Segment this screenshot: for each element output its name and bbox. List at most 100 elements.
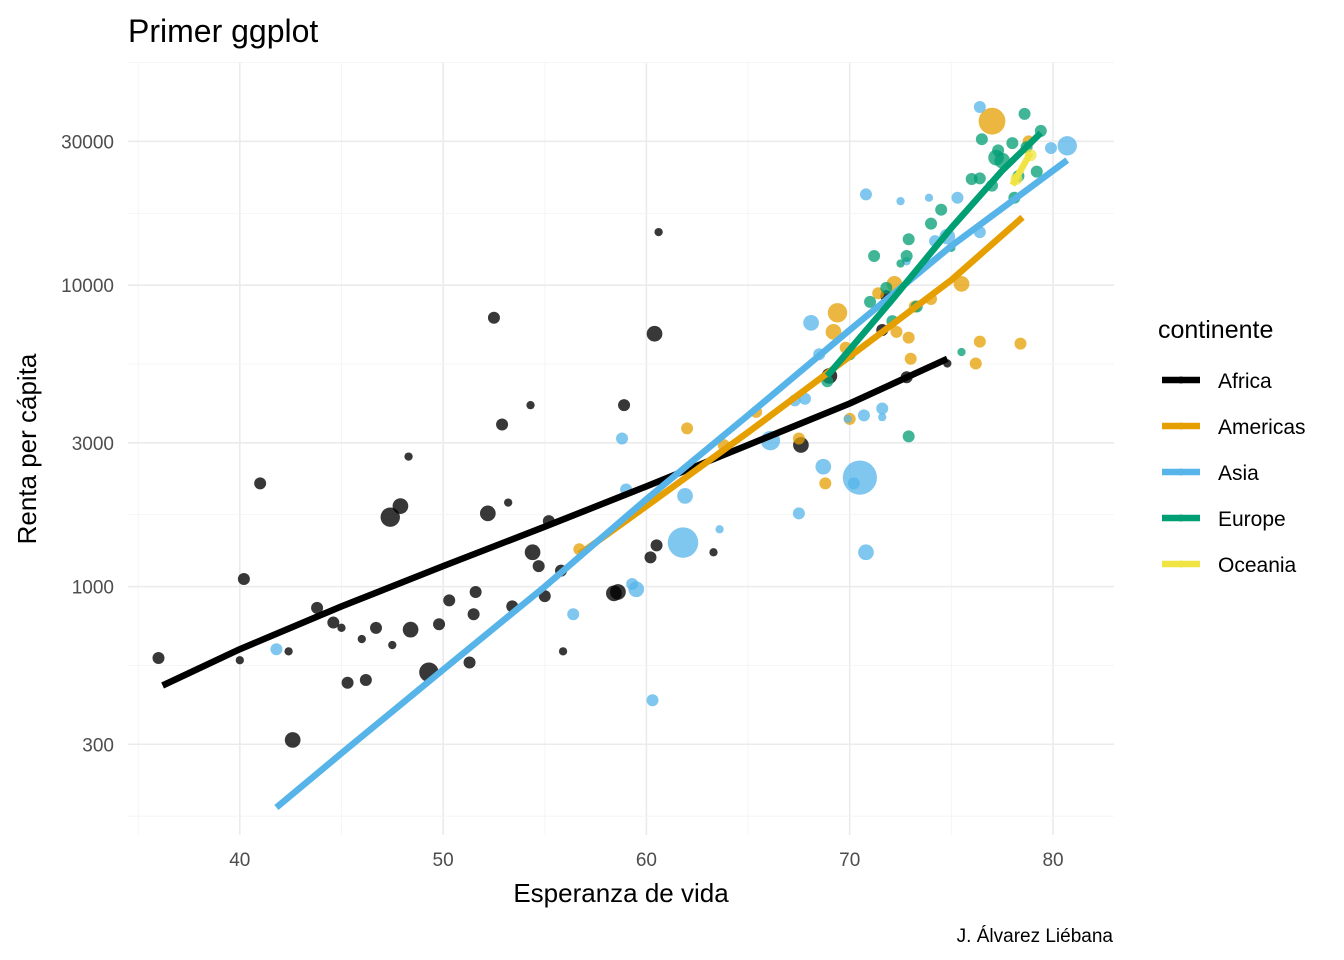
data-point-africa <box>504 498 513 507</box>
legend-label-americas: Americas <box>1218 416 1306 439</box>
x-tick-label: 40 <box>229 850 250 871</box>
trend-lines <box>161 130 1070 810</box>
y-tick-label: 1000 <box>72 578 114 599</box>
data-point-africa <box>341 676 354 689</box>
data-point-africa <box>654 227 663 237</box>
y-tick-label: 10000 <box>61 276 114 297</box>
data-point-americas <box>819 477 832 490</box>
legend-title: continente <box>1158 316 1273 344</box>
legend-key-point <box>1177 468 1185 476</box>
data-point-africa <box>650 539 663 552</box>
data-point-africa <box>469 585 482 598</box>
data-point-asia <box>616 432 629 445</box>
data-point-asia <box>270 643 283 656</box>
data-point-americas <box>792 432 805 445</box>
data-point-africa <box>404 452 413 461</box>
data-point-americas <box>969 357 982 370</box>
data-point-africa <box>380 507 400 527</box>
data-point-asia <box>858 544 874 561</box>
data-point-europe <box>900 249 913 262</box>
data-point-africa <box>467 608 480 621</box>
data-point-asia <box>646 694 659 707</box>
data-point-africa <box>646 325 663 342</box>
data-point-africa <box>284 732 301 748</box>
data-point-europe <box>957 347 966 357</box>
data-point-africa <box>254 477 267 490</box>
data-point-africa <box>357 634 366 644</box>
data-point-africa <box>235 656 244 665</box>
y-tick-label: 30000 <box>61 132 114 153</box>
data-point-asia <box>924 193 934 202</box>
data-point-africa <box>433 618 446 631</box>
data-point-asia <box>843 414 852 424</box>
trend-line-africa <box>161 355 949 689</box>
chart-title: Primer ggplot <box>128 13 318 49</box>
data-point-asia <box>951 191 964 204</box>
data-point-americas <box>825 324 842 340</box>
data-point-africa <box>610 584 626 600</box>
chart-caption: J. Álvarez Liébana <box>957 926 1114 947</box>
y-tick-label: 300 <box>82 735 114 756</box>
data-point-africa <box>644 551 657 564</box>
data-point-europe <box>975 133 988 146</box>
data-point-africa <box>392 498 409 514</box>
data-point-asia <box>667 527 699 558</box>
x-tick-label: 70 <box>839 850 860 871</box>
data-point-africa <box>709 548 718 557</box>
data-point-europe <box>880 281 893 294</box>
y-axis-ticks: 300 1000 3000 10000 30000 <box>61 132 114 756</box>
data-point-africa <box>487 311 500 324</box>
data-point-asia <box>876 402 889 415</box>
legend-key-point <box>1177 376 1185 384</box>
data-point-africa <box>524 544 541 561</box>
data-point-africa <box>463 656 476 669</box>
x-axis-ticks: 40 50 60 70 80 <box>229 850 1063 871</box>
data-point-europe <box>868 249 881 262</box>
data-point-africa <box>337 623 346 632</box>
x-tick-label: 80 <box>1042 850 1063 871</box>
legend-key-point <box>1177 422 1185 430</box>
data-point-africa <box>388 640 397 650</box>
data-point-asia <box>792 507 805 520</box>
data-point-europe <box>1006 137 1019 150</box>
data-point-europe <box>1030 165 1043 178</box>
data-point-africa <box>618 399 631 412</box>
trend-line-europe <box>824 130 1044 379</box>
data-point-africa <box>402 621 419 638</box>
data-point-asia <box>896 197 905 206</box>
data-point-asia <box>815 458 832 475</box>
data-point-africa <box>526 400 535 410</box>
data-point-americas <box>953 276 970 292</box>
data-point-asia <box>973 101 986 114</box>
legend-label-europe: Europe <box>1218 508 1286 531</box>
trend-line-oceania <box>1009 151 1034 187</box>
data-point-africa <box>558 647 568 656</box>
data-point-europe <box>1018 107 1031 120</box>
y-tick-label: 3000 <box>72 434 114 455</box>
data-point-americas <box>978 107 1006 135</box>
data-point-asia <box>567 608 580 621</box>
data-point-africa <box>479 505 496 522</box>
x-tick-label: 50 <box>433 850 454 871</box>
data-point-europe <box>864 295 877 308</box>
data-point-asia <box>1057 136 1077 156</box>
data-point-americas <box>890 325 903 338</box>
legend-label-africa: Africa <box>1218 370 1272 393</box>
data-point-asia <box>628 581 645 598</box>
data-point-americas <box>1014 337 1027 350</box>
data-point-americas <box>904 352 917 365</box>
data-point-asia <box>715 525 724 534</box>
data-point-africa <box>152 651 165 664</box>
data-point-asia <box>803 314 819 331</box>
x-axis-title: Esperanza de vida <box>513 878 729 908</box>
legend-label-oceania: Oceania <box>1218 554 1297 577</box>
data-point-africa <box>532 560 545 573</box>
data-point-africa <box>370 621 383 634</box>
data-point-asia <box>1044 142 1057 155</box>
data-point-africa <box>359 674 372 687</box>
x-tick-label: 60 <box>636 850 657 871</box>
data-point-europe <box>973 172 986 185</box>
legend-key-point <box>1177 560 1185 568</box>
data-point-asia <box>857 409 870 422</box>
data-point-africa <box>327 616 340 629</box>
